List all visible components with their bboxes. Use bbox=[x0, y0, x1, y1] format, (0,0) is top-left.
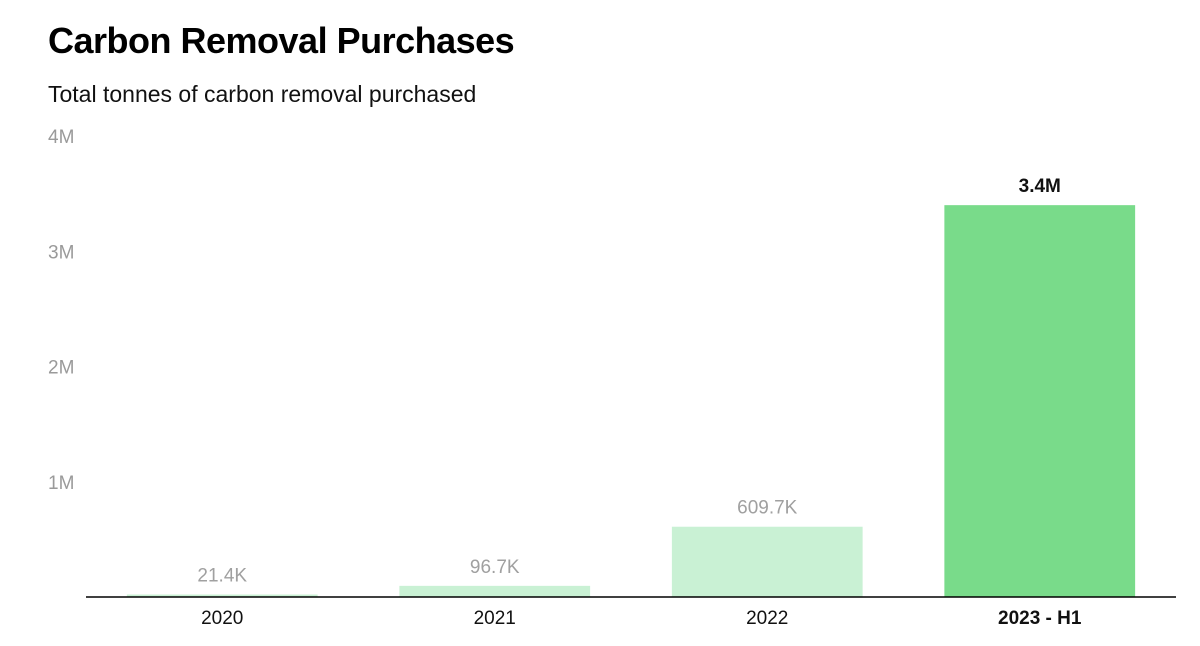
bar bbox=[126, 594, 318, 597]
bars bbox=[126, 205, 1136, 597]
y-axis-ticks: 1M 2M 3M 4M bbox=[48, 127, 74, 494]
x-tick-label: 2020 bbox=[201, 608, 243, 629]
y-tick-label: 3M bbox=[48, 242, 74, 263]
chart-subtitle: Total tonnes of carbon removal purchased bbox=[48, 81, 477, 107]
y-tick-label: 4M bbox=[48, 127, 74, 148]
data-label: 96.7K bbox=[470, 557, 520, 578]
bar bbox=[671, 526, 863, 597]
x-tick-label: 2023 - H1 bbox=[998, 608, 1082, 629]
data-label: 3.4M bbox=[1019, 176, 1061, 197]
x-tick-label: 2021 bbox=[474, 608, 516, 629]
bar bbox=[399, 585, 591, 597]
y-tick-label: 2M bbox=[48, 358, 74, 379]
data-label: 21.4K bbox=[197, 566, 247, 587]
chart-title: Carbon Removal Purchases bbox=[48, 20, 515, 61]
bar bbox=[944, 205, 1136, 597]
x-axis-ticks: 2020 2021 2022 2023 - H1 bbox=[201, 608, 1082, 629]
x-tick-label: 2022 bbox=[746, 608, 788, 629]
y-tick-label: 1M bbox=[48, 473, 74, 494]
data-labels: 21.4K 96.7K 609.7K 3.4M bbox=[197, 176, 1060, 586]
data-label: 609.7K bbox=[737, 498, 798, 519]
